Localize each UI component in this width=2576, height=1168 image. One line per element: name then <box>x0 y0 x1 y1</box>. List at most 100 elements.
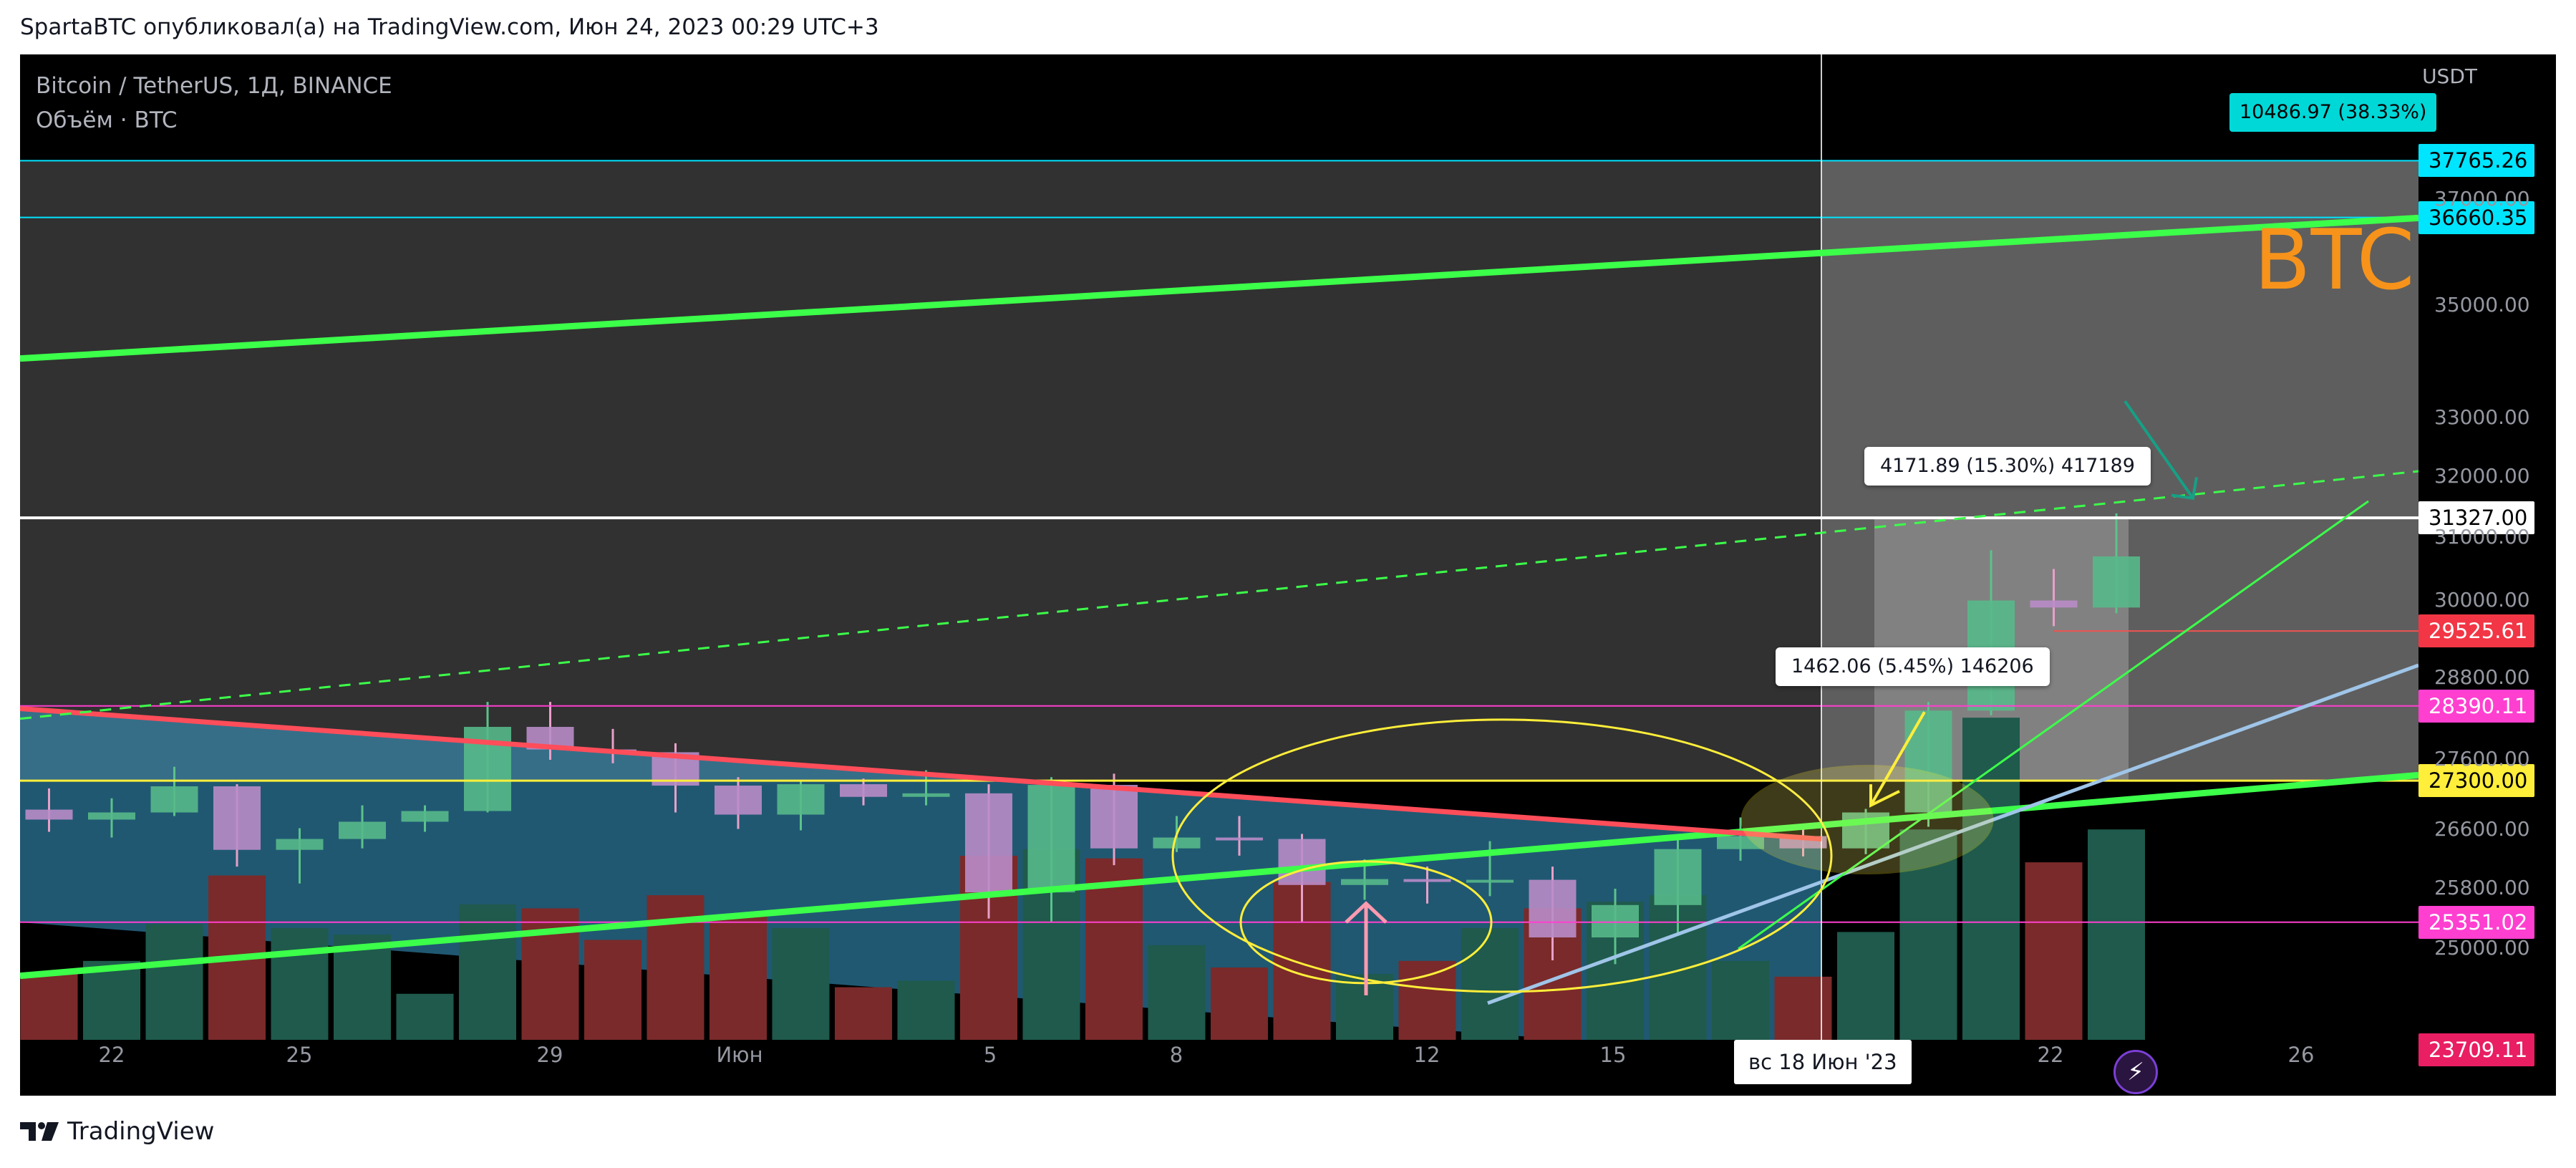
price-chart[interactable] <box>20 54 2556 1096</box>
volume-bar <box>459 904 516 1040</box>
x-tick-label: 26 <box>2287 1043 2315 1067</box>
price-label: 23709.11 <box>2418 1033 2534 1067</box>
volume-bar <box>334 935 391 1040</box>
price-label: 28390.11 <box>2418 689 2534 723</box>
footer-brand-text: TradingView <box>67 1117 215 1146</box>
volume-bar <box>2025 862 2083 1040</box>
candle-body <box>1904 710 1952 813</box>
candle-body <box>715 786 762 815</box>
x-tick-label: 8 <box>1169 1043 1183 1067</box>
volume-bar <box>1398 960 1456 1040</box>
candle-body <box>150 786 198 813</box>
price-label: 29525.61 <box>2418 614 2534 648</box>
x-tick-label: 29 <box>536 1043 563 1067</box>
candle-body <box>2093 556 2140 608</box>
volume-bar <box>1461 927 1519 1040</box>
lightning-icon[interactable]: ⚡ <box>2113 1050 2158 1094</box>
breakout-ellipse <box>1740 764 1994 874</box>
price-label: 37765.26 <box>2418 144 2534 178</box>
candle-body <box>1027 785 1075 893</box>
x-tick-label: Июн <box>716 1043 763 1067</box>
candle-body <box>840 784 887 797</box>
volume-bar <box>271 927 329 1040</box>
volume-bar <box>584 940 641 1040</box>
btc-watermark: BTC <box>2254 212 2415 309</box>
volume-bar <box>1712 960 1769 1040</box>
y-tick-label: 26600.00 <box>2434 817 2530 841</box>
price-label: 27300.00 <box>2418 764 2534 798</box>
candle-body <box>1529 879 1577 938</box>
x-tick-label: 12 <box>1413 1043 1440 1067</box>
volume-bar <box>83 960 140 1040</box>
x-tick-label: 5 <box>983 1043 997 1067</box>
price-label: 31327.00 <box>2418 501 2534 535</box>
symbol-line: Bitcoin / TetherUS, 1Д, BINANCE <box>36 73 392 99</box>
volume-line: Объём · BTC <box>36 107 178 133</box>
candle-body <box>88 812 135 820</box>
y-tick-label: 28800.00 <box>2434 665 2530 690</box>
y-tick-label: 33000.00 <box>2434 405 2530 430</box>
candle-body <box>213 786 261 850</box>
y-tick-label: 27600.00 <box>2434 747 2530 771</box>
price-label: 36660.35 <box>2418 201 2534 234</box>
target-arrow-icon <box>2124 400 2198 500</box>
candle-body <box>1592 904 1639 938</box>
volume-bar <box>396 993 454 1040</box>
candle-body <box>1153 837 1201 849</box>
dashed-channel <box>20 470 2418 720</box>
y-tick-label: 37000.00 <box>2434 187 2530 211</box>
range-badge: 10486.97 (38.33%) <box>2229 93 2437 132</box>
price-label: 25351.02 <box>2418 905 2534 939</box>
volume-bar <box>710 914 767 1040</box>
measure-label-upper: 4171.89 (15.30%) 417189 <box>1864 447 2151 486</box>
resistance-line <box>20 705 1822 842</box>
volume-bar <box>1837 932 1894 1040</box>
y-tick-label: 25000.00 <box>2434 936 2530 960</box>
y-tick-label: 31000.00 <box>2434 525 2530 549</box>
support-ray <box>1487 663 2418 1005</box>
x-tick-label: 15 <box>1599 1043 1627 1067</box>
candle-body <box>1216 837 1263 841</box>
volume-bar <box>2088 829 2145 1040</box>
publisher-header: SpartaBTC опубликовал(а) на TradingView.… <box>20 14 879 40</box>
volume-bar <box>1211 967 1268 1040</box>
y-tick-label: 35000.00 <box>2434 293 2530 317</box>
volume-bar <box>1962 718 2020 1040</box>
chart-legend: Bitcoin / TetherUS, 1Д, BINANCE Объём · … <box>36 69 392 137</box>
tradingview-logo-icon <box>20 1122 59 1141</box>
candle-body <box>902 793 950 797</box>
candle-body <box>1654 849 1702 905</box>
cursor-date-label: вс 18 Июн '23 <box>1734 1040 1912 1084</box>
volume-bar <box>772 927 830 1040</box>
candle-body <box>401 811 449 822</box>
volume-bar <box>897 980 955 1040</box>
y-tick-label: 32000.00 <box>2434 464 2530 488</box>
footer-brand: TradingView <box>20 1116 214 1147</box>
measure-label-lower: 1462.06 (5.45%) 146206 <box>1776 647 2050 686</box>
target-line <box>1738 500 2369 950</box>
upper-trendline <box>20 214 2418 362</box>
down-arrow-icon <box>1869 711 1926 808</box>
candle-body <box>1278 839 1326 885</box>
candle-body <box>1403 879 1451 882</box>
candle-body <box>1717 836 1764 849</box>
candle-body <box>276 839 324 850</box>
candle-body <box>2030 600 2078 608</box>
big-ellipse <box>1171 718 1833 993</box>
up-arrow-icon <box>1345 901 1388 995</box>
y-tick-label: 25800.00 <box>2434 875 2530 899</box>
volume-bar <box>1899 829 1957 1040</box>
volume-bar <box>145 924 203 1040</box>
volume-bar <box>835 987 892 1040</box>
x-tick-label: 22 <box>2037 1043 2064 1067</box>
chart-panel[interactable]: Bitcoin / TetherUS, 1Д, BINANCE Объём · … <box>20 54 2556 1096</box>
volume-bar <box>20 974 78 1040</box>
candle-body <box>1090 785 1138 849</box>
x-tick-label: 25 <box>286 1043 313 1067</box>
candle-body <box>777 784 825 815</box>
candle-body <box>339 821 386 839</box>
y-tick-label: 30000.00 <box>2434 587 2530 612</box>
candle-body <box>1341 879 1388 885</box>
currency-label: USDT <box>2422 64 2477 88</box>
candle-body <box>25 809 73 820</box>
